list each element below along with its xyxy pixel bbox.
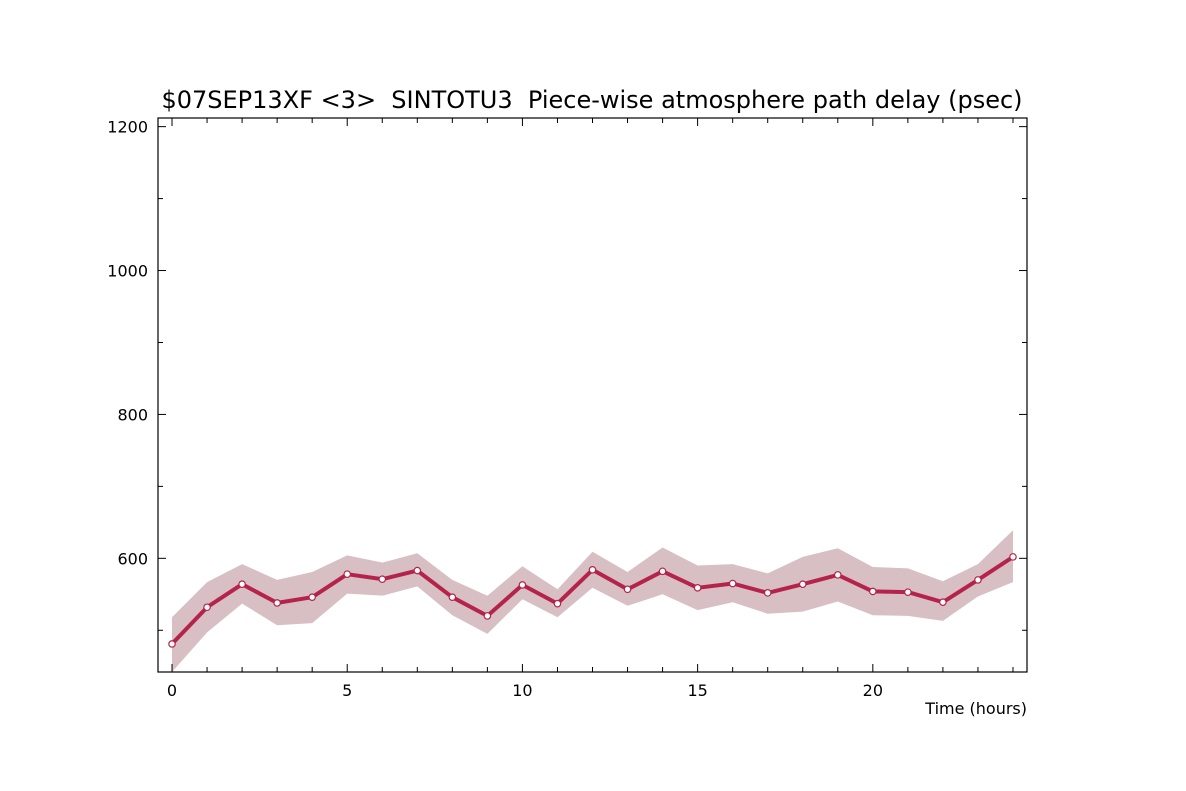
- y-tick-label: 800: [117, 405, 148, 424]
- y-tick-label: 1000: [107, 262, 148, 281]
- data-point: [553, 599, 562, 608]
- axes: 0 5 10 15 20 600 800 1000 1200: [107, 117, 1028, 700]
- data-point: [1009, 553, 1017, 561]
- data-point: [168, 640, 176, 648]
- x-tick-label: 0: [167, 681, 177, 700]
- data-point: [378, 575, 387, 583]
- data-point: [798, 580, 807, 589]
- data-points: [168, 553, 1017, 648]
- error-band-layer: [172, 530, 1013, 672]
- x-tick-label: 20: [863, 681, 883, 700]
- data-point: [588, 566, 597, 574]
- data-point: [658, 567, 667, 576]
- data-point: [203, 603, 211, 612]
- data-point: [833, 571, 842, 579]
- data-point: [728, 579, 737, 588]
- x-tick-label: 5: [342, 681, 352, 700]
- data-point: [483, 612, 492, 620]
- y-tick-label: 1200: [107, 118, 148, 137]
- data-point: [238, 580, 246, 589]
- chart-title: $07SEP13XF <3> SINTOTU3 Piece-wise atmos…: [161, 86, 1022, 114]
- y-tick-label: 600: [117, 549, 148, 568]
- data-point: [974, 576, 982, 584]
- data-point: [413, 566, 422, 575]
- data-point: [518, 581, 527, 589]
- data-point: [869, 587, 877, 596]
- data-point: [308, 593, 316, 601]
- data-point: [904, 588, 912, 596]
- x-tick-label: 10: [512, 681, 532, 700]
- data-point: [343, 570, 352, 578]
- x-tick-label: 15: [687, 681, 707, 700]
- data-point: [273, 599, 281, 607]
- data-point: [693, 584, 702, 592]
- data-point: [448, 593, 457, 601]
- data-point: [623, 585, 632, 594]
- error-band: [172, 530, 1013, 672]
- data-point: [763, 589, 772, 597]
- x-axis-label: Time (hours): [924, 699, 1027, 718]
- data-point: [939, 598, 947, 607]
